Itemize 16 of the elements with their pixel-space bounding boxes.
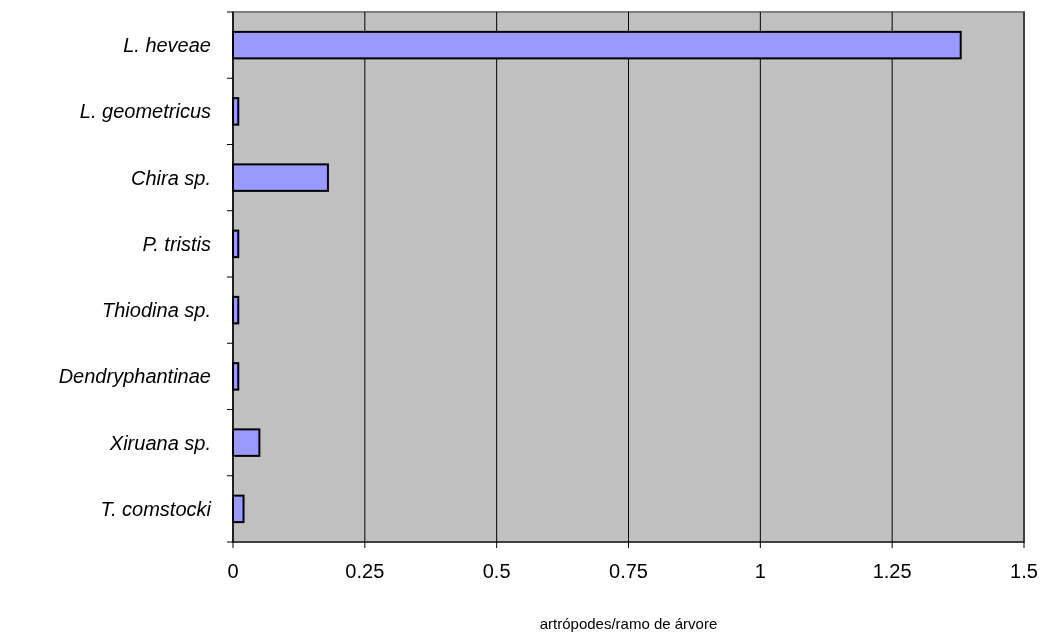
y-tick-label: P. tristis bbox=[142, 232, 211, 255]
x-tick-label: 1.5 bbox=[1010, 560, 1038, 582]
x-tick-label: 0.75 bbox=[609, 560, 648, 582]
y-tick-label: Thiodina sp. bbox=[102, 299, 211, 322]
y-tick-label: T. comstocki bbox=[100, 497, 212, 520]
x-tick-label: 0.5 bbox=[482, 560, 511, 582]
y-tick-label: Chira sp. bbox=[130, 166, 211, 189]
y-tick-label: Dendryphantinae bbox=[58, 365, 211, 388]
x-axis-title: artrópodes/ramo de árvore bbox=[539, 615, 718, 632]
y-tick-label: L. geometricus bbox=[79, 100, 211, 123]
x-tick-label: 1 bbox=[754, 560, 766, 582]
x-tick-label: 1.25 bbox=[872, 560, 912, 582]
y-tick-label: Xiruana sp. bbox=[108, 431, 211, 454]
x-tick-label: 0.25 bbox=[345, 560, 385, 582]
y-tick-label: L. heveae bbox=[123, 34, 211, 57]
x-tick-label: 0 bbox=[227, 560, 239, 582]
